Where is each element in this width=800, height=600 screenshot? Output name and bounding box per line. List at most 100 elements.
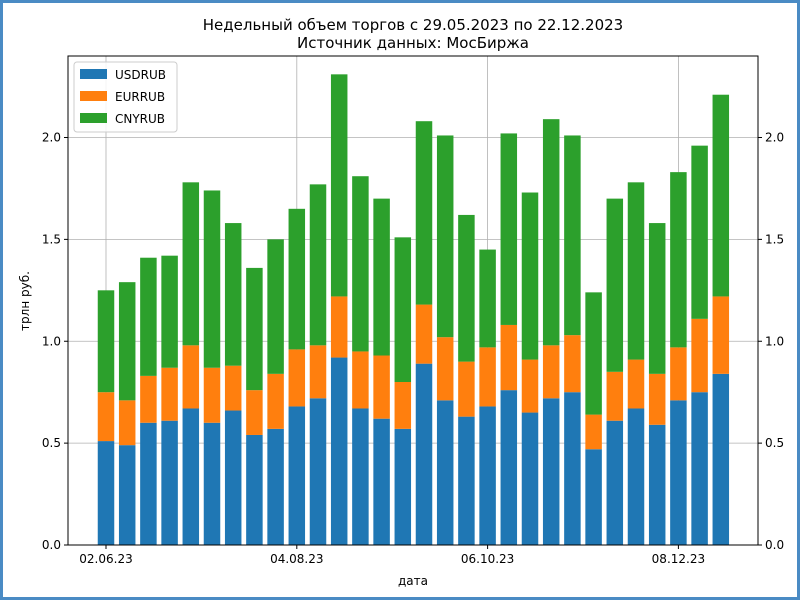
bar-cnyrub-13.10.23 <box>500 133 518 325</box>
bar-usdrub-01.12.23 <box>648 424 666 545</box>
bar-eurrub-16.06.23 <box>140 375 157 423</box>
bar-usdrub-15.12.23 <box>691 392 708 545</box>
y-tick-label-left-1: 0.5 <box>42 436 61 450</box>
bar-usdrub-07.07.23 <box>203 422 221 545</box>
bar-eurrub-25.08.23 <box>352 351 369 409</box>
bar-eurrub-15.12.23 <box>691 318 708 393</box>
bar-usdrub-01.09.23 <box>373 418 390 545</box>
y-tick-label-right-2: 1.0 <box>765 334 784 348</box>
bar-eurrub-20.10.23 <box>521 359 539 413</box>
bar-usdrub-06.10.23 <box>479 406 496 545</box>
legend: USDRUB EURRUB CNYRUB <box>73 61 178 133</box>
bar-usdrub-04.08.23 <box>288 406 306 545</box>
y-tick-label-right-4: 2.0 <box>765 131 784 145</box>
y-tick-label-left-4: 2.0 <box>42 131 61 145</box>
bar-usdrub-21.07.23 <box>246 434 263 545</box>
stacked-bar-chart: Недельный объем торгов с 29.05.2023 по 2… <box>18 16 784 588</box>
bar-usdrub-13.10.23 <box>500 390 518 545</box>
bar-cnyrub-24.11.23 <box>627 182 645 360</box>
bar-cnyrub-25.08.23 <box>352 176 369 352</box>
bar-usdrub-25.08.23 <box>352 408 369 545</box>
bar-eurrub-08.09.23 <box>394 382 412 429</box>
bar-usdrub-30.06.23 <box>182 408 200 545</box>
bar-eurrub-22.12.23 <box>712 296 730 374</box>
bar-usdrub-22.12.23 <box>712 373 730 545</box>
bar-eurrub-04.08.23 <box>288 349 306 407</box>
x-tick-label-1: 04.08.23 <box>270 552 323 566</box>
plot-area-border <box>67 55 759 546</box>
bar-usdrub-22.09.23 <box>436 400 454 545</box>
bar-usdrub-02.06.23 <box>97 441 115 545</box>
legend-swatch-eurrub <box>80 91 107 101</box>
bar-usdrub-11.08.23 <box>309 398 327 545</box>
y-tick-label-left-3: 1.5 <box>42 232 61 246</box>
bar-cnyrub-08.12.23 <box>670 172 687 348</box>
bar-eurrub-02.06.23 <box>97 392 115 442</box>
bar-usdrub-08.09.23 <box>394 428 412 545</box>
bar-cnyrub-06.10.23 <box>479 249 496 348</box>
bar-eurrub-29.09.23 <box>458 361 475 417</box>
bar-cnyrub-30.06.23 <box>182 182 200 346</box>
bar-cnyrub-03.11.23 <box>564 135 581 336</box>
y-tick-label-right-0: 0.0 <box>765 538 784 552</box>
bar-eurrub-01.09.23 <box>373 355 390 419</box>
bar-eurrub-01.12.23 <box>648 373 666 425</box>
bar-cnyrub-28.07.23 <box>267 239 284 374</box>
bar-usdrub-27.10.23 <box>542 398 560 545</box>
y-axis-left: 0.0 0.5 1.0 1.5 2.0 <box>42 131 68 552</box>
chart-title: Недельный объем торгов с 29.05.2023 по 2… <box>203 16 623 34</box>
bar-eurrub-18.08.23 <box>330 296 348 358</box>
bar-usdrub-17.11.23 <box>606 420 624 545</box>
bar-eurrub-28.07.23 <box>267 373 284 429</box>
bar-cnyrub-09.06.23 <box>118 282 136 401</box>
x-tick-label-0: 02.06.23 <box>79 552 132 566</box>
bar-cnyrub-04.08.23 <box>288 208 306 350</box>
chart-subtitle: Источник данных: МосБиржа <box>297 34 529 52</box>
y-tick-label-right-3: 1.5 <box>765 232 784 246</box>
bar-cnyrub-07.07.23 <box>203 190 221 368</box>
x-tick-label-3: 08.12.23 <box>652 552 705 566</box>
bar-cnyrub-17.11.23 <box>606 198 624 372</box>
bar-cnyrub-11.08.23 <box>309 184 327 346</box>
x-tick-label-2: 06.10.23 <box>461 552 514 566</box>
bar-usdrub-03.11.23 <box>564 392 581 545</box>
bar-usdrub-18.08.23 <box>330 357 348 545</box>
bar-cnyrub-18.08.23 <box>330 74 348 297</box>
y-axis-label: трлн руб. <box>18 271 32 331</box>
bar-cnyrub-01.12.23 <box>648 223 666 374</box>
bar-usdrub-08.12.23 <box>670 400 687 545</box>
bar-eurrub-03.11.23 <box>564 335 581 393</box>
legend-label-eurrub: EURRUB <box>115 90 165 104</box>
bar-eurrub-08.12.23 <box>670 347 687 401</box>
bar-cnyrub-15.09.23 <box>415 121 433 305</box>
legend-label-cnyrub: CNYRUB <box>115 112 165 126</box>
bar-cnyrub-08.09.23 <box>394 237 412 382</box>
bar-cnyrub-10.11.23 <box>585 292 602 415</box>
x-axis: 02.06.23 04.08.23 06.10.23 08.12.23 <box>79 545 705 566</box>
bar-eurrub-27.10.23 <box>542 345 560 399</box>
bar-cnyrub-22.12.23 <box>712 94 730 297</box>
legend-label-usdrub: USDRUB <box>115 68 166 82</box>
bar-usdrub-09.06.23 <box>118 445 136 545</box>
bar-eurrub-09.06.23 <box>118 400 136 446</box>
bar-eurrub-23.06.23 <box>161 367 178 421</box>
bar-eurrub-24.11.23 <box>627 359 645 409</box>
bar-cnyrub-21.07.23 <box>246 267 263 391</box>
legend-swatch-cnyrub <box>80 113 107 123</box>
bar-eurrub-21.07.23 <box>246 390 263 435</box>
bar-eurrub-13.10.23 <box>500 324 518 391</box>
bar-cnyrub-27.10.23 <box>542 119 560 346</box>
bar-eurrub-07.07.23 <box>203 367 221 423</box>
bar-eurrub-11.08.23 <box>309 345 327 399</box>
bar-usdrub-15.09.23 <box>415 363 433 545</box>
bar-usdrub-14.07.23 <box>224 410 242 545</box>
y-tick-label-left-2: 1.0 <box>42 334 61 348</box>
bar-cnyrub-14.07.23 <box>224 223 242 366</box>
y-tick-label-right-1: 0.5 <box>765 436 784 450</box>
bar-eurrub-06.10.23 <box>479 347 496 407</box>
bar-cnyrub-16.06.23 <box>140 257 157 376</box>
bar-eurrub-30.06.23 <box>182 345 200 409</box>
bar-eurrub-15.09.23 <box>415 304 433 364</box>
bar-usdrub-23.06.23 <box>161 420 178 545</box>
